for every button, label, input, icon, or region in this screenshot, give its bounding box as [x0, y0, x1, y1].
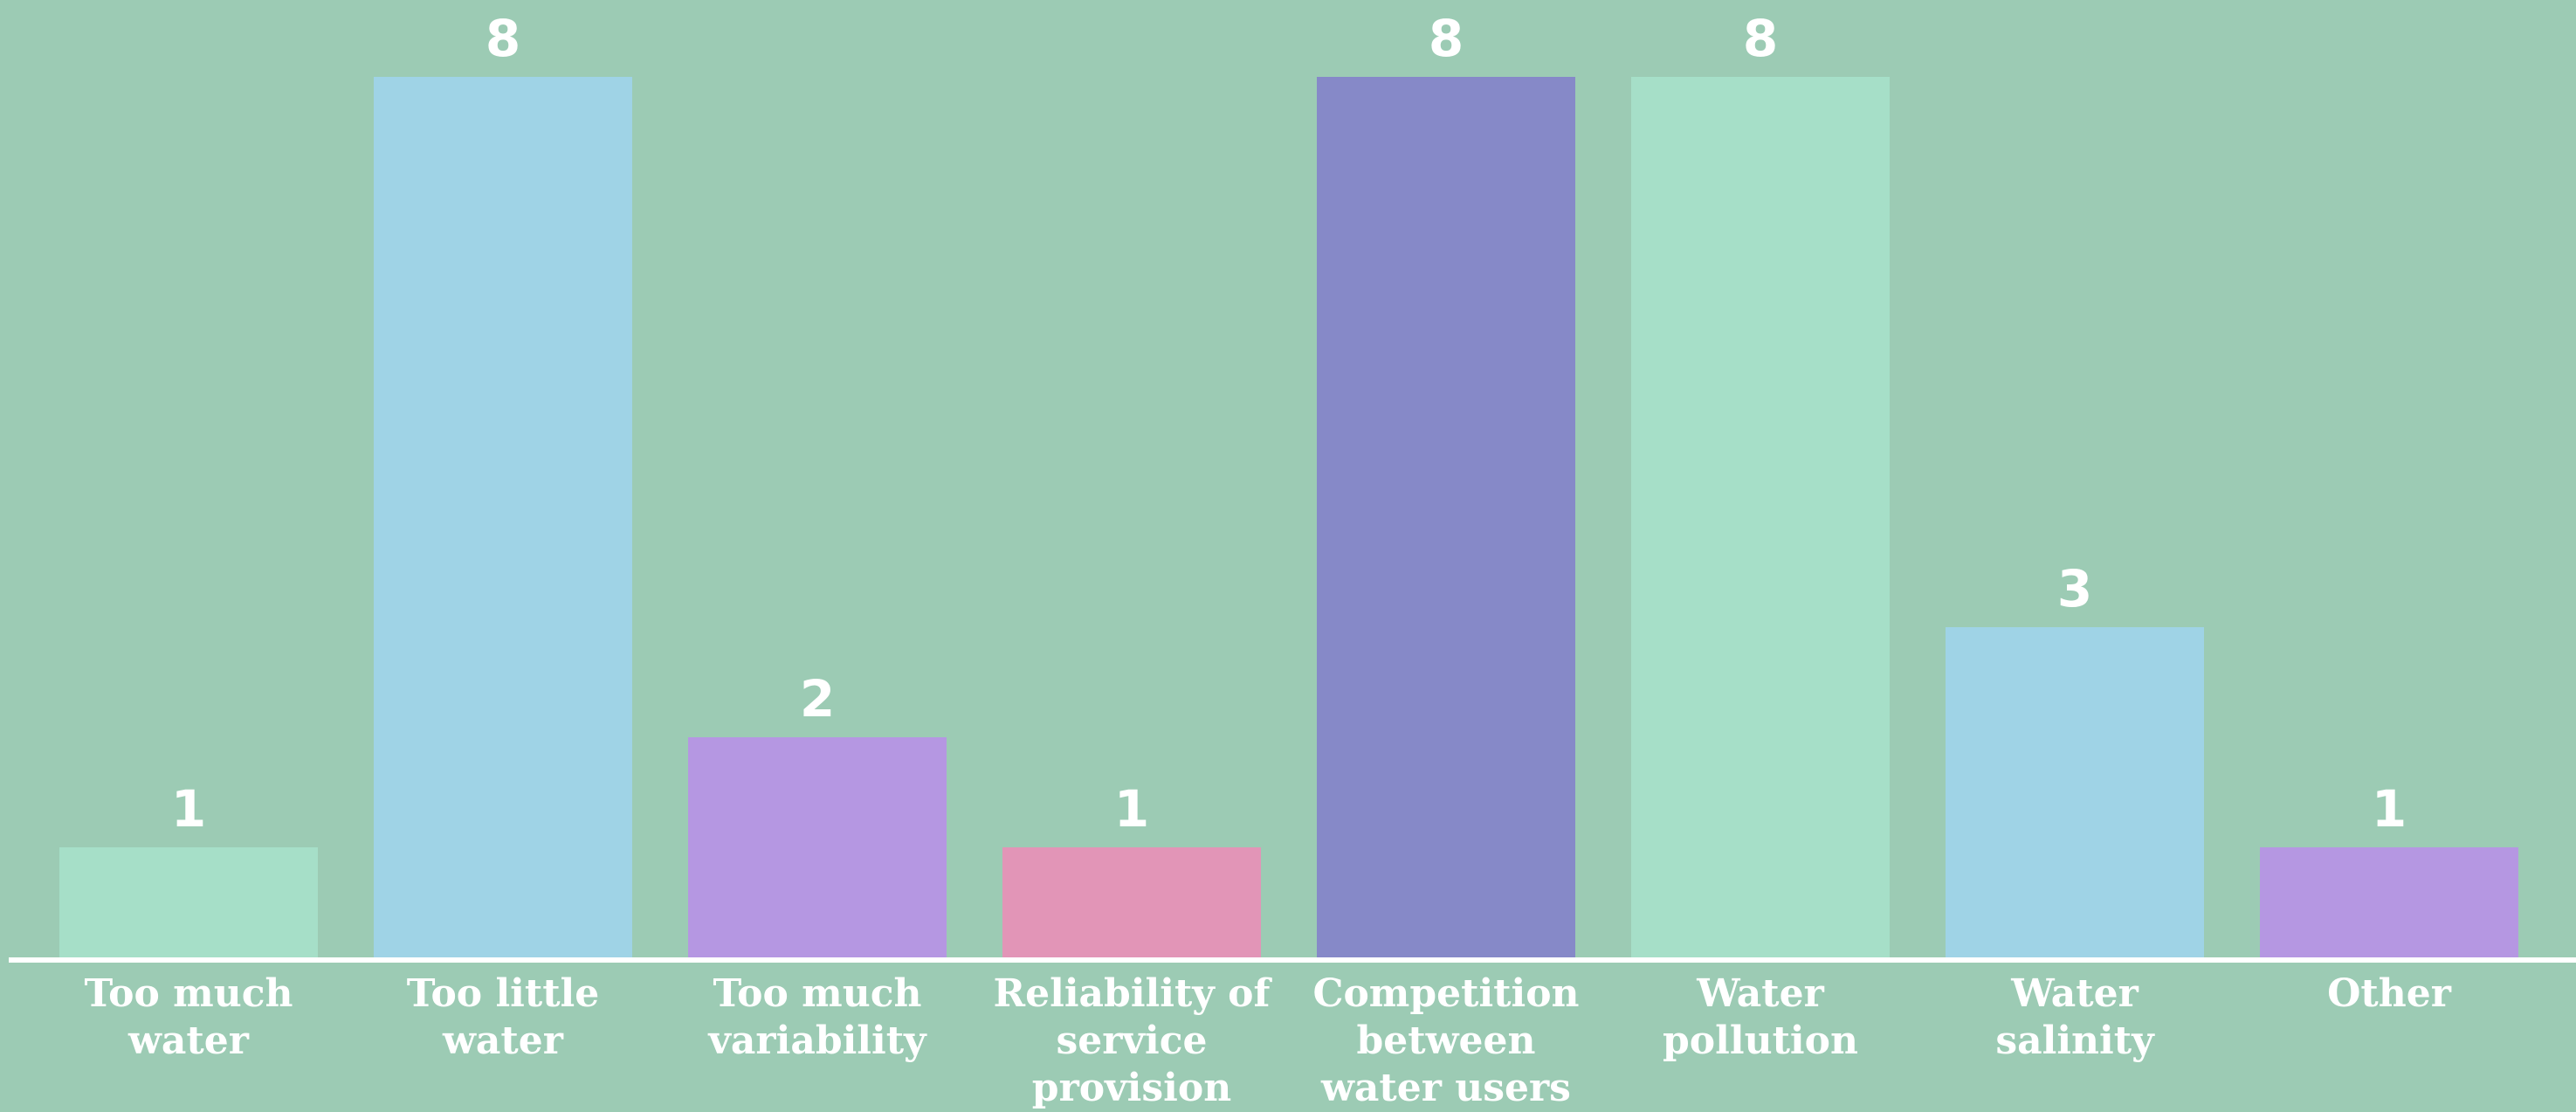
value-label-4: 1 — [1114, 779, 1149, 839]
category-label-line: water — [442, 1019, 564, 1063]
category-label-line: pollution — [1663, 1019, 1858, 1063]
bar-6 — [1631, 77, 1890, 957]
category-label-6: Water pollution — [1663, 971, 1858, 1063]
category-label-5: Competition between water users — [1312, 971, 1579, 1110]
bar-7 — [1946, 627, 2204, 957]
value-label-5: 8 — [1429, 9, 1464, 68]
value-label-7: 3 — [2057, 559, 2092, 618]
category-label-line: variability — [707, 1019, 927, 1063]
category-label-line: Too much — [84, 971, 293, 1016]
category-label-line: salinity — [1995, 1019, 2155, 1063]
category-label-8: Other — [2327, 971, 2452, 1016]
bar-3 — [688, 737, 947, 957]
bar-8 — [2260, 847, 2518, 957]
bar-1 — [59, 847, 318, 957]
value-label-3: 2 — [800, 669, 835, 729]
category-label-line: Other — [2327, 971, 2452, 1016]
bar-2 — [374, 77, 632, 957]
value-label-1: 1 — [171, 779, 206, 839]
category-label-line: water — [127, 1019, 250, 1063]
category-label-line: Water — [1696, 971, 1824, 1016]
bar-5 — [1317, 77, 1575, 957]
value-labels-group: 1 8 2 1 8 8 3 1 — [171, 9, 2407, 839]
category-label-line: Reliability of — [994, 971, 1273, 1016]
category-label-3: Too much variability — [707, 971, 927, 1063]
category-label-line: Competition — [1312, 971, 1579, 1016]
category-label-2: Too little water — [407, 971, 600, 1063]
category-label-line: Too much — [713, 971, 921, 1016]
category-label-4: Reliability of service provision — [994, 971, 1273, 1110]
category-label-line: provision — [1032, 1066, 1231, 1110]
category-label-line: Water — [2010, 971, 2139, 1016]
bars-group — [59, 77, 2518, 957]
category-label-line: between — [1357, 1019, 1536, 1063]
category-label-line: Too little — [407, 971, 600, 1016]
value-label-6: 8 — [1743, 9, 1778, 68]
bar-4 — [1002, 847, 1261, 957]
category-label-7: Water salinity — [1995, 971, 2155, 1063]
category-label-line: water users — [1320, 1066, 1571, 1110]
category-label-1: Too much water — [84, 971, 293, 1063]
value-label-8: 1 — [2372, 779, 2407, 839]
value-label-2: 8 — [486, 9, 520, 68]
category-label-line: service — [1056, 1019, 1207, 1063]
